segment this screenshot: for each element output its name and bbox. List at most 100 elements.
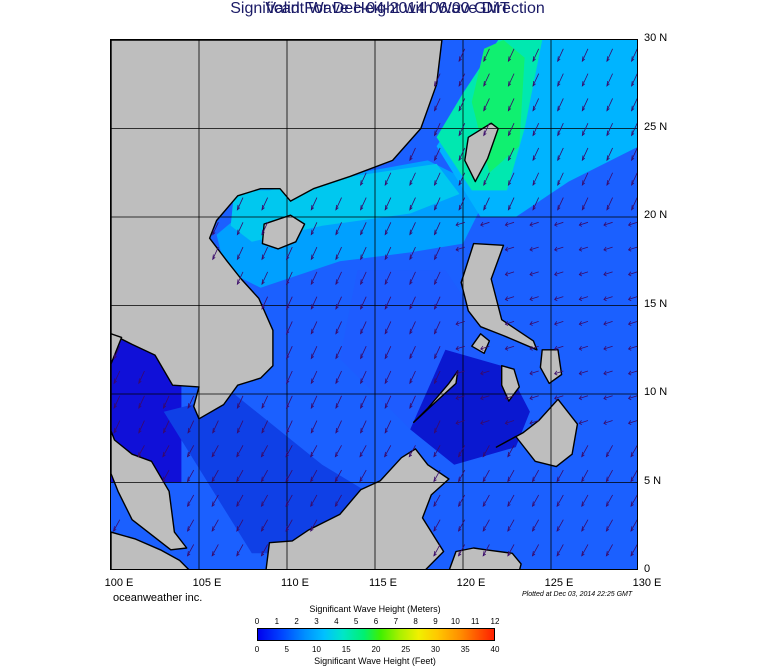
wave-direction-arrow bbox=[627, 296, 637, 302]
wave-direction-arrow bbox=[408, 445, 416, 458]
wave-direction-arrow bbox=[384, 222, 392, 236]
wave-direction-arrow bbox=[384, 296, 392, 310]
wave-direction-arrow bbox=[627, 221, 637, 227]
wave-direction-arrow bbox=[458, 48, 466, 63]
wave-direction-arrow bbox=[480, 221, 490, 227]
wave-direction-arrow bbox=[236, 494, 244, 508]
wave-direction-arrow bbox=[605, 519, 613, 532]
wave-direction-arrow bbox=[310, 271, 318, 286]
wave-direction-arrow bbox=[310, 296, 318, 310]
wave-direction-arrow bbox=[211, 445, 219, 458]
wave-direction-arrow bbox=[606, 123, 613, 137]
wave-direction-arrow bbox=[482, 519, 490, 532]
wave-direction-arrow bbox=[605, 445, 613, 458]
wave-direction-arrow bbox=[507, 172, 515, 186]
wave-direction-arrow bbox=[433, 73, 441, 87]
wave-direction-arrow bbox=[285, 469, 293, 483]
wave-direction-arrow bbox=[507, 123, 515, 137]
wave-direction-arrow bbox=[236, 395, 244, 409]
wave-direction-arrow bbox=[310, 197, 318, 211]
wave-direction-arrow bbox=[384, 271, 392, 286]
wave-direction-arrow bbox=[186, 519, 195, 532]
wave-direction-arrow bbox=[186, 469, 195, 483]
wave-direction-arrow bbox=[409, 395, 416, 409]
wave-direction-arrow bbox=[310, 222, 318, 236]
wave-direction-arrow bbox=[433, 123, 441, 137]
colorbar-feet-tick: 35 bbox=[460, 645, 470, 654]
wave-direction-arrow bbox=[433, 147, 441, 162]
wave-direction-arrow bbox=[335, 346, 342, 360]
longitude-tick-label: 115 E bbox=[369, 577, 397, 589]
wave-direction-arrow bbox=[360, 246, 367, 261]
wave-direction-arrow bbox=[627, 370, 637, 376]
colorbar-feet-tick: 15 bbox=[341, 645, 351, 654]
wave-direction-arrow bbox=[507, 494, 515, 508]
taiwan bbox=[464, 122, 499, 183]
wave-direction-arrow bbox=[335, 197, 342, 211]
wave-direction-arrow bbox=[433, 445, 441, 458]
wave-direction-arrow bbox=[581, 73, 589, 87]
wave-direction-arrow bbox=[261, 420, 269, 434]
wave-direction-arrow bbox=[630, 519, 637, 532]
wave-direction-arrow bbox=[458, 172, 466, 186]
wave-direction-arrow bbox=[433, 321, 441, 335]
wave-direction-arrow bbox=[581, 147, 589, 162]
colorbar-meters-tick: 11 bbox=[471, 617, 480, 626]
wave-direction-arrow bbox=[409, 222, 416, 236]
colorbar-meters-tick: 1 bbox=[274, 617, 280, 626]
wave-direction-arrow bbox=[483, 98, 490, 112]
longitude-tick-label: 110 E bbox=[281, 577, 309, 589]
wave-direction-arrow bbox=[359, 469, 367, 483]
wave-direction-arrow bbox=[211, 519, 219, 532]
sulawesi-north bbox=[448, 547, 522, 569]
wave-direction-arrow bbox=[581, 494, 589, 508]
wave-direction-arrow bbox=[627, 321, 637, 326]
wave-direction-arrow bbox=[480, 345, 490, 351]
wave-direction-arrow bbox=[529, 370, 539, 376]
wave-direction-arrow bbox=[409, 147, 416, 162]
wave-direction-arrow bbox=[507, 197, 515, 211]
wave-direction-arrow bbox=[211, 469, 219, 483]
wave-direction-arrow bbox=[554, 296, 564, 302]
wave-direction-arrow bbox=[212, 420, 219, 434]
palawan bbox=[413, 370, 459, 423]
wave-direction-arrow bbox=[261, 246, 269, 261]
wave-direction-arrow bbox=[581, 48, 589, 63]
colorbar-meters-tick: 6 bbox=[373, 617, 379, 626]
wave-direction-arrow bbox=[212, 222, 219, 236]
wave-direction-arrow bbox=[162, 395, 170, 409]
wave-direction-arrow bbox=[603, 221, 613, 227]
wave-direction-arrow bbox=[557, 147, 564, 162]
wave-direction-arrow bbox=[360, 420, 367, 434]
wave-direction-arrow bbox=[458, 147, 466, 162]
latitude-tick-label: 25 N bbox=[644, 120, 668, 133]
wave-direction-arrow bbox=[458, 98, 466, 112]
wave-direction-arrow bbox=[335, 222, 342, 236]
wave-direction-arrow bbox=[480, 370, 490, 376]
wave-direction-arrow bbox=[507, 98, 515, 112]
wave-direction-arrow bbox=[581, 544, 589, 557]
latitude-tick-label: 10 N bbox=[644, 386, 668, 398]
wave-direction-arrow bbox=[433, 420, 441, 434]
wave-direction-arrow bbox=[578, 395, 589, 401]
wave-direction-arrow bbox=[260, 494, 268, 508]
wave-direction-arrow bbox=[581, 445, 589, 458]
wave-direction-arrow bbox=[384, 197, 392, 211]
wave-direction-arrow bbox=[529, 420, 539, 426]
wave-direction-arrow bbox=[455, 345, 465, 351]
wave-direction-arrow bbox=[603, 296, 613, 302]
wave-direction-arrow bbox=[603, 246, 613, 252]
wave-direction-arrow bbox=[335, 395, 342, 409]
wave-direction-arrow bbox=[631, 98, 637, 112]
wave-direction-arrow bbox=[360, 296, 367, 310]
wave-direction-arrow bbox=[434, 569, 440, 570]
wave-direction-arrow bbox=[310, 445, 318, 458]
wave-direction-arrow bbox=[483, 73, 490, 87]
wave-direction-arrow bbox=[482, 494, 490, 508]
credit-text: oceanweather inc. bbox=[113, 592, 203, 604]
longitude-tick-label: 130 E bbox=[632, 577, 662, 589]
wave-direction-arrow bbox=[187, 420, 195, 434]
borneo bbox=[265, 448, 450, 569]
wave-direction-arrow bbox=[433, 469, 441, 483]
map-title: Significant Wave Height with Wave Direct… bbox=[230, 0, 545, 17]
